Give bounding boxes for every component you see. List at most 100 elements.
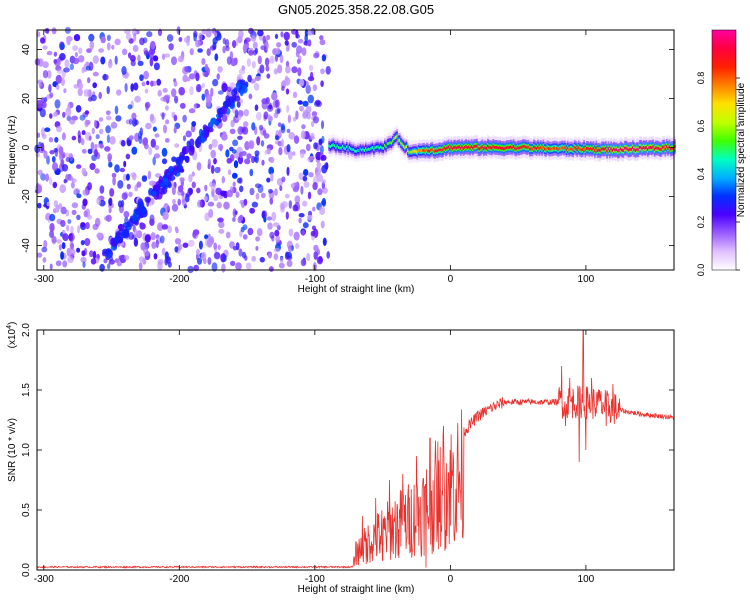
noise-blob xyxy=(98,91,102,100)
noise-blob xyxy=(76,214,81,221)
track-blob xyxy=(222,107,227,115)
band-cell xyxy=(408,151,411,154)
noise-blob xyxy=(295,29,299,39)
band-cell xyxy=(455,146,458,150)
spectrogram-y-label: Frequency (Hz) xyxy=(7,116,18,185)
noise-blob xyxy=(251,201,259,208)
noise-blob xyxy=(42,45,48,50)
band-cell xyxy=(668,145,671,149)
band-cell xyxy=(656,146,659,150)
noise-blob xyxy=(99,185,105,194)
noise-blob xyxy=(222,37,227,45)
noise-blob xyxy=(81,148,87,154)
noise-blob xyxy=(92,250,97,260)
noise-blob xyxy=(299,105,304,112)
noise-blob xyxy=(134,95,141,103)
noise-blob xyxy=(290,183,295,189)
band-cell xyxy=(587,146,590,150)
band-cell xyxy=(449,147,451,151)
noise-blob xyxy=(221,263,226,273)
band-cell xyxy=(602,147,604,151)
noise-blob xyxy=(45,27,50,35)
noise-blob xyxy=(178,86,185,96)
spectrogram-x-axis: -300 -200 -100 0 100 xyxy=(34,30,595,285)
band-cell xyxy=(409,150,412,154)
noise-blob xyxy=(133,32,137,42)
band-cell xyxy=(674,145,676,148)
noise-blob xyxy=(247,227,254,236)
noise-blob xyxy=(144,88,149,94)
noise-blob xyxy=(243,198,248,206)
noise-blob xyxy=(141,175,148,182)
spectrogram-x-tick-label: 0 xyxy=(448,274,454,285)
noise-blob xyxy=(81,167,87,175)
noise-blob xyxy=(226,157,233,164)
noise-blob xyxy=(232,172,238,179)
band-cell xyxy=(619,147,622,151)
snr-y-exponent: (x104) xyxy=(6,322,18,349)
noise-blob xyxy=(324,162,328,170)
noise-blob xyxy=(67,256,74,264)
noise-blob xyxy=(90,258,97,265)
band-cell xyxy=(379,145,382,149)
band-cell xyxy=(350,147,352,151)
noise-blob xyxy=(229,128,236,135)
band-cell xyxy=(493,146,496,149)
noise-blob xyxy=(300,185,304,195)
noise-blob xyxy=(233,160,239,169)
noise-blob xyxy=(322,237,327,246)
band-cell xyxy=(466,146,469,150)
snr-panel: -300 -200 -100 0 100 0.0 0.5 1.0 1.5 2.0 Height … xyxy=(6,322,675,595)
noise-blob xyxy=(276,108,281,114)
band-cell xyxy=(419,149,421,153)
band-cell xyxy=(474,144,477,148)
noise-blob xyxy=(48,177,53,185)
track-blob xyxy=(184,155,190,161)
band-cell xyxy=(633,148,636,151)
noise-blob xyxy=(107,153,113,161)
noise-blob xyxy=(174,246,179,253)
noise-blob xyxy=(244,255,248,261)
band-cell xyxy=(367,147,370,151)
noise-blob xyxy=(217,66,223,73)
noise-blob xyxy=(150,232,156,241)
noise-blob xyxy=(144,101,151,109)
noise-blob xyxy=(45,173,50,182)
band-cell xyxy=(370,146,373,150)
noise-blob xyxy=(173,80,178,87)
noise-blob xyxy=(144,143,149,150)
noise-blob xyxy=(318,255,323,263)
band-cell xyxy=(546,146,549,150)
noise-blob xyxy=(36,252,43,258)
band-cell xyxy=(365,146,367,150)
spectrogram-x-tick-label: 100 xyxy=(578,274,595,285)
track-blob xyxy=(183,146,190,155)
track-blob xyxy=(214,120,220,127)
spectrogram-y-axis: -40 -20 0 20 40 xyxy=(21,44,674,253)
noise-blob xyxy=(235,242,240,251)
noise-blob xyxy=(320,154,327,161)
noise-blob xyxy=(321,135,325,144)
band-cell xyxy=(489,146,492,149)
band-cell xyxy=(664,147,667,151)
noise-blob xyxy=(106,86,110,95)
noise-blob xyxy=(259,256,265,263)
band-cell xyxy=(535,147,538,150)
noise-blob xyxy=(80,240,85,246)
track-blob xyxy=(110,237,116,247)
band-cell xyxy=(505,146,508,150)
band-cell xyxy=(451,147,454,151)
band-cell xyxy=(579,147,581,151)
noise-blob xyxy=(55,74,62,84)
noise-blob xyxy=(63,67,70,73)
noise-blob xyxy=(88,135,92,141)
noise-blob xyxy=(161,247,166,256)
noise-blob xyxy=(251,60,256,69)
noise-blob xyxy=(210,149,216,159)
noise-blob xyxy=(281,138,285,148)
band-cell xyxy=(640,145,642,149)
band-cell xyxy=(442,148,444,152)
band-cell xyxy=(354,149,356,153)
noise-blob xyxy=(317,188,323,196)
band-cell xyxy=(655,146,657,150)
